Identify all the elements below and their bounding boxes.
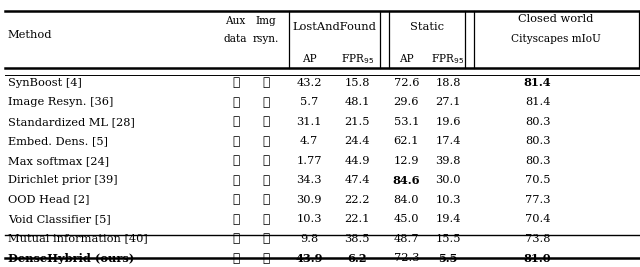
Text: ✓: ✓ (232, 76, 239, 89)
Text: ✓: ✓ (232, 232, 239, 245)
Text: Img: Img (255, 16, 276, 26)
Text: Standardized ML [28]: Standardized ML [28] (8, 117, 134, 127)
Text: 53.1: 53.1 (394, 117, 419, 127)
Text: 30.9: 30.9 (296, 195, 322, 205)
Text: 4.7: 4.7 (300, 136, 318, 146)
Text: Cityscapes mIoU: Cityscapes mIoU (511, 34, 601, 44)
Text: 22.1: 22.1 (344, 214, 370, 224)
Text: ✓: ✓ (262, 76, 269, 89)
Text: ✗: ✗ (262, 135, 269, 148)
Text: 24.4: 24.4 (344, 136, 370, 146)
Text: Mutual information [40]: Mutual information [40] (8, 234, 147, 244)
Text: 70.4: 70.4 (525, 214, 550, 224)
Text: 10.3: 10.3 (435, 195, 461, 205)
Text: 5.7: 5.7 (300, 97, 318, 107)
Text: ✓: ✓ (262, 96, 269, 109)
Text: 22.2: 22.2 (344, 195, 370, 205)
Text: 72.6: 72.6 (394, 78, 419, 88)
Text: Static: Static (410, 22, 444, 32)
Text: 44.9: 44.9 (344, 156, 370, 166)
Text: data: data (224, 34, 247, 44)
Text: 45.0: 45.0 (394, 214, 419, 224)
Text: 39.8: 39.8 (435, 156, 461, 166)
Text: ✗: ✗ (262, 252, 269, 265)
Text: ✓: ✓ (232, 213, 239, 226)
Text: ✗: ✗ (232, 154, 239, 167)
Text: 80.3: 80.3 (525, 156, 550, 166)
Text: 80.3: 80.3 (525, 136, 550, 146)
Text: 70.5: 70.5 (525, 175, 550, 185)
Text: 43.9: 43.9 (296, 253, 323, 264)
Text: 31.1: 31.1 (296, 117, 322, 127)
Text: ✗: ✗ (262, 115, 269, 128)
Text: 84.0: 84.0 (394, 195, 419, 205)
Text: AP: AP (302, 54, 316, 64)
Text: Closed world: Closed world (518, 14, 594, 24)
Text: 19.6: 19.6 (435, 117, 461, 127)
Text: 62.1: 62.1 (394, 136, 419, 146)
Text: ✗: ✗ (232, 115, 239, 128)
Text: Embed. Dens. [5]: Embed. Dens. [5] (8, 136, 108, 146)
Text: ✗: ✗ (232, 96, 239, 109)
Text: 9.8: 9.8 (300, 234, 318, 244)
Text: 48.1: 48.1 (344, 97, 370, 107)
Text: 18.8: 18.8 (435, 78, 461, 88)
Text: Max softmax [24]: Max softmax [24] (8, 156, 109, 166)
Text: 73.8: 73.8 (525, 234, 550, 244)
Text: rsyn.: rsyn. (252, 34, 279, 44)
Text: 30.0: 30.0 (435, 175, 461, 185)
Text: OOD Head [2]: OOD Head [2] (8, 195, 89, 205)
Text: 27.1: 27.1 (435, 97, 461, 107)
Text: 77.3: 77.3 (525, 195, 550, 205)
Text: ✗: ✗ (262, 174, 269, 187)
Text: SynBoost [4]: SynBoost [4] (8, 78, 81, 88)
Text: 80.3: 80.3 (525, 117, 550, 127)
Text: Void Classifier [5]: Void Classifier [5] (8, 214, 111, 224)
Text: ✗: ✗ (232, 135, 239, 148)
Text: Aux: Aux (225, 16, 246, 26)
Text: Image Resyn. [36]: Image Resyn. [36] (8, 97, 113, 107)
Text: 81.4: 81.4 (524, 77, 552, 88)
Text: FPR$_{95}$: FPR$_{95}$ (340, 52, 374, 66)
Text: 15.8: 15.8 (344, 78, 370, 88)
Text: LostAndFound: LostAndFound (292, 22, 377, 32)
Text: 47.4: 47.4 (344, 175, 370, 185)
Text: 38.5: 38.5 (344, 234, 370, 244)
Text: 5.5: 5.5 (438, 253, 458, 264)
Text: 12.9: 12.9 (394, 156, 419, 166)
Text: DenseHybrid (ours): DenseHybrid (ours) (8, 253, 134, 264)
Text: 10.3: 10.3 (296, 214, 322, 224)
Text: 15.5: 15.5 (435, 234, 461, 244)
Text: ✗: ✗ (262, 154, 269, 167)
Text: ✗: ✗ (262, 193, 269, 206)
Text: FPR$_{95}$: FPR$_{95}$ (431, 52, 465, 66)
Text: 29.6: 29.6 (394, 97, 419, 107)
Text: ✓: ✓ (232, 174, 239, 187)
Text: 84.6: 84.6 (393, 175, 420, 186)
Text: 6.2: 6.2 (348, 253, 367, 264)
Text: 81.0: 81.0 (524, 253, 552, 264)
Text: 43.2: 43.2 (296, 78, 322, 88)
Text: 72.3: 72.3 (394, 253, 419, 263)
Text: 17.4: 17.4 (435, 136, 461, 146)
Text: 19.4: 19.4 (435, 214, 461, 224)
Text: 21.5: 21.5 (344, 117, 370, 127)
Text: Dirichlet prior [39]: Dirichlet prior [39] (8, 175, 117, 185)
Text: 34.3: 34.3 (296, 175, 322, 185)
Text: 48.7: 48.7 (394, 234, 419, 244)
Text: Method: Method (8, 30, 52, 40)
Text: ✓: ✓ (232, 193, 239, 206)
Text: 81.4: 81.4 (525, 97, 550, 107)
Text: ✓: ✓ (232, 252, 239, 265)
Text: 1.77: 1.77 (296, 156, 322, 166)
Text: AP: AP (399, 54, 413, 64)
Text: ✗: ✗ (262, 232, 269, 245)
Text: ✗: ✗ (262, 213, 269, 226)
